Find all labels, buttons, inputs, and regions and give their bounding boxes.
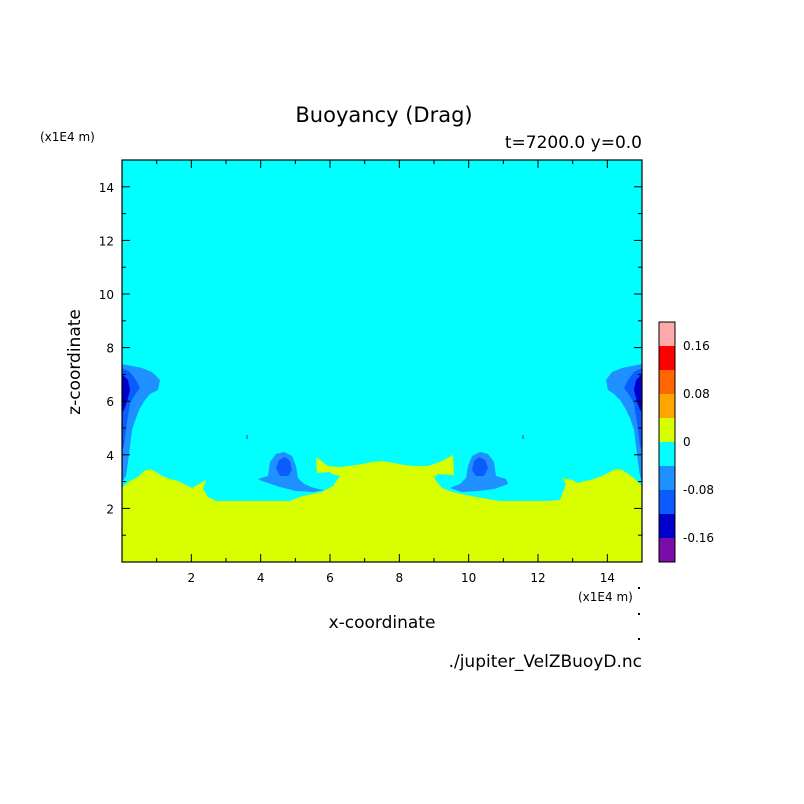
chart-subtitle: t=7200.0 y=0.0 (505, 133, 642, 153)
colorbar-tick-label: -0.08 (683, 483, 714, 497)
speck-left (246, 435, 248, 439)
y-tick-label: 10 (99, 288, 114, 302)
y-axis-title: z-coordinate (65, 309, 85, 415)
x-tick-label: 8 (396, 571, 404, 585)
x-axis: 2 4 6 8 10 12 14 (156, 160, 615, 585)
right-edge-blob-core (634, 374, 642, 412)
x-unit-label: (x1E4 m) (578, 590, 633, 604)
y-unit-label: (x1E4 m) (40, 130, 95, 144)
x-axis-title: x-coordinate (329, 613, 436, 633)
x-tick-label: 6 (326, 571, 334, 585)
plot-frame (121, 159, 643, 563)
colorbar-tick-label: -0.16 (683, 531, 714, 545)
x-tick-label: 14 (600, 571, 615, 585)
left-inner-blob-outer (258, 452, 324, 492)
x-tick-label: 4 (257, 571, 265, 585)
colorbar-swatch (659, 442, 675, 466)
chart-title: Buoyancy (Drag) (295, 103, 472, 127)
right-inner-blob-core (472, 457, 488, 476)
colorbar-swatch (659, 322, 675, 346)
y-tick-label: 12 (99, 234, 114, 248)
lower-layer-region (122, 455, 642, 562)
x-tick-label: 12 (530, 571, 545, 585)
colorbar-swatch (659, 490, 675, 514)
colorbar-swatch (659, 346, 675, 370)
y-tick-label: 2 (106, 502, 114, 516)
colorbar-tick-label: 0 (683, 435, 691, 449)
colorbar-swatch (659, 394, 675, 418)
dot-marker-2 (638, 613, 640, 615)
y-tick-label: 6 (106, 395, 114, 409)
left-inner-blob-core (276, 457, 292, 476)
y-tick-label: 14 (99, 181, 114, 195)
colorbar-swatch (659, 418, 675, 442)
colorbar-swatch (659, 538, 675, 562)
y-tick-label: 4 (106, 449, 114, 463)
colorbar-tick-label: 0.16 (683, 339, 710, 353)
dot-marker-1 (638, 587, 640, 589)
colorbar-frame (658, 321, 676, 563)
x-tick-label: 2 (188, 571, 196, 585)
dot-marker-3 (638, 638, 640, 640)
colorbar-swatch (659, 466, 675, 490)
colorbar: 0.16 0.08 0 -0.08 -0.16 (658, 321, 714, 563)
left-edge-blob-core (122, 374, 130, 412)
source-file-label: ./jupiter_VelZBuoyD.nc (449, 652, 642, 672)
colorbar-tick-label: 0.08 (683, 387, 710, 401)
colorbar-swatch (659, 370, 675, 394)
colorbar-swatch (659, 514, 675, 538)
contour-field (122, 160, 642, 562)
x-tick-label: 10 (461, 571, 476, 585)
y-axis: 2 4 6 8 10 12 14 (99, 181, 642, 536)
speck-right (522, 435, 524, 439)
y-tick-label: 8 (106, 342, 114, 356)
